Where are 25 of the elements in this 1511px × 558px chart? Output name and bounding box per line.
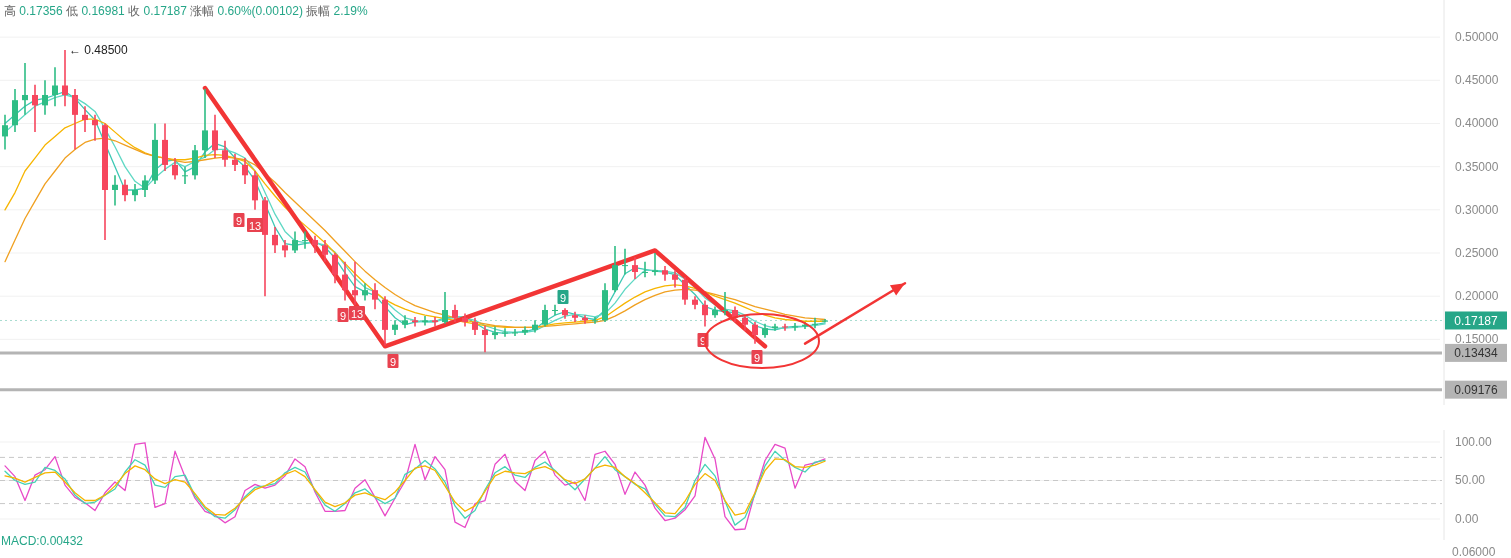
td-marker: 9 <box>751 350 763 364</box>
annotation: MACD:0.00432 <box>1 534 84 548</box>
y-tick-label: 0.25000 <box>1455 246 1499 261</box>
ref-line-label: 0.09176 <box>1454 383 1499 398</box>
y-tick-label: 0.00 <box>1455 511 1479 526</box>
y-tick-label: 0.20000 <box>1455 289 1499 304</box>
y-tick-label: 0.50000 <box>1455 30 1499 45</box>
y-tick-label: 0.15000 <box>1455 332 1499 347</box>
y-tick-label: 100.00 <box>1455 435 1493 450</box>
text: 0.06000 <box>1452 545 1496 558</box>
ref-line-label: 0.13434 <box>1454 346 1499 361</box>
td-marker: 9 <box>387 354 399 368</box>
td-marker: 13 <box>349 306 365 320</box>
y-tick-label: 0.40000 <box>1455 116 1499 131</box>
y-tick-label: 0.35000 <box>1455 159 1499 174</box>
td-marker: 9 <box>557 290 569 304</box>
td-marker: 9 <box>337 308 349 322</box>
y-tick-label: 0.45000 <box>1455 73 1499 88</box>
y-tick-label: 50.00 <box>1455 473 1486 488</box>
ref-line-label: 0.17187 <box>1454 313 1499 328</box>
chart-title: 高 0.17356 低 0.16981 收 0.17187 涨幅 0.60%(0.00102) 振幅 2.19% <box>4 4 368 18</box>
y-tick-label: 0.30000 <box>1455 202 1499 217</box>
td-marker: 13 <box>247 218 263 232</box>
td-marker: 9 <box>233 213 245 227</box>
annotation: ← 0.48500 <box>69 43 129 58</box>
